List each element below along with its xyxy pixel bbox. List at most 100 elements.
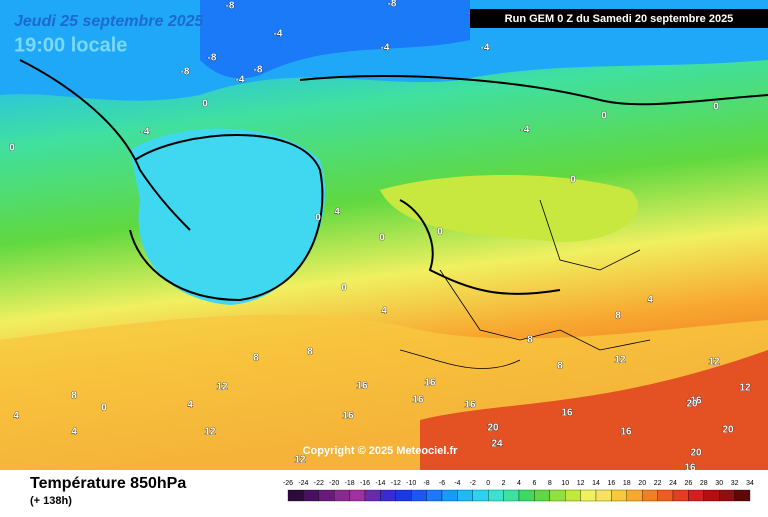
legend-tick-label: -22 — [314, 480, 324, 487]
legend-tick-label: 32 — [731, 480, 739, 487]
legend-swatch — [488, 489, 504, 502]
legend-swatch — [349, 489, 366, 502]
contour-label: -4 — [381, 43, 390, 54]
legend-tick-label: 4 — [517, 480, 521, 487]
legend-swatch — [426, 489, 443, 502]
warm-area — [380, 175, 638, 242]
legend: -26 -24 -22 -20 -18 -16 -14 -12 -10 -8 -6 -4 -2 0 2 4 6 8… — [283, 480, 754, 502]
contour-label: -8 — [388, 0, 397, 10]
field-title: Température 850hPa — [30, 475, 186, 492]
contour-label: 4 — [187, 400, 193, 411]
contour-label: 16 — [424, 378, 436, 389]
legend-swatch — [395, 489, 412, 502]
legend-tick-label: 0 — [486, 480, 490, 487]
contour-label: -4 — [141, 127, 150, 138]
copyright: Copyright © 2025 Meteociel.fr — [303, 445, 459, 457]
contour-label: -4 — [481, 43, 490, 54]
legend-tick-label: 6 — [532, 480, 536, 487]
legend-swatch — [580, 489, 597, 502]
legend-swatch — [565, 489, 581, 502]
contour-label: 12 — [216, 382, 228, 393]
legend-tick-label: 14 — [592, 480, 600, 487]
legend-tick-label: -18 — [345, 480, 355, 487]
legend-tick-label: 10 — [561, 480, 569, 487]
forecast-time: 19:00 locale — [14, 34, 127, 56]
legend-swatch — [626, 489, 643, 502]
contour-label: 0 — [202, 99, 208, 110]
legend-tick-label: 16 — [608, 480, 616, 487]
contour-label: 16 — [620, 427, 632, 438]
contour-label: 16 — [690, 396, 702, 407]
contour-label: 0 — [9, 143, 15, 154]
cold-pool — [130, 128, 326, 305]
contour-label: 20 — [722, 425, 734, 436]
legend-swatch — [549, 489, 566, 502]
legend-tick-label: 28 — [700, 480, 708, 487]
legend-swatch — [472, 489, 489, 502]
legend-swatch — [719, 489, 735, 502]
contour-label: 0 — [601, 111, 607, 122]
legend-swatch — [534, 489, 550, 502]
legend-swatch — [703, 489, 720, 502]
lead-time: (+ 138h) — [30, 495, 72, 507]
contour-label: -8 — [181, 67, 190, 78]
legend-swatch — [657, 489, 674, 502]
legend-swatch — [411, 489, 427, 502]
legend-tick-label: -6 — [439, 480, 445, 487]
contour-label: -4 — [521, 125, 530, 136]
legend-tick-label: 30 — [715, 480, 723, 487]
legend-swatch — [518, 489, 535, 502]
legend-swatch — [364, 489, 381, 502]
contour-label: 16 — [412, 395, 424, 406]
contour-label: 24 — [491, 439, 503, 450]
legend-swatch — [642, 489, 658, 502]
contour-label: 16 — [464, 400, 476, 411]
contour-label: -4 — [274, 29, 283, 40]
contour-label: 20 — [686, 399, 698, 410]
contour-label: 12 — [614, 355, 626, 366]
legend-tick-label: -12 — [391, 480, 401, 487]
contour-label: 0 — [379, 233, 385, 244]
contour-label: 12 — [739, 383, 751, 394]
legend-tick-label: 8 — [548, 480, 552, 487]
contour-label: 0 — [437, 227, 443, 238]
legend-tick-label: 26 — [685, 480, 693, 487]
legend-tick-label: -16 — [360, 480, 370, 487]
contour-label: 20 — [487, 423, 499, 434]
contour-label: 16 — [684, 463, 696, 474]
contour-label: 16 — [356, 381, 368, 392]
contour-label: 0 — [570, 175, 576, 186]
legend-swatch — [287, 489, 304, 502]
contour-label: 16 — [561, 408, 573, 419]
contour-label: 8 — [307, 347, 313, 358]
contour-label: 12 — [294, 455, 306, 466]
contour-label: 8 — [527, 335, 533, 346]
legend-tick-label: 34 — [746, 480, 754, 487]
borders — [399, 199, 651, 369]
legend-tick-label: -26 — [283, 480, 293, 487]
legend-swatch — [318, 489, 335, 502]
legend-swatch — [334, 489, 350, 502]
legend-swatch — [457, 489, 473, 502]
contour-label: 4 — [647, 295, 653, 306]
contour-label: 8 — [557, 361, 563, 372]
contour-label: 12 — [708, 357, 720, 368]
contour-label: 4 — [381, 306, 387, 317]
contour-label: 16 — [342, 411, 354, 422]
legend-tick-label: 18 — [623, 480, 631, 487]
contour-label: 8 — [71, 391, 77, 402]
legend-swatch — [303, 489, 319, 502]
run-box — [470, 9, 768, 28]
contour-label: 12 — [204, 427, 216, 438]
legend-tick-label: -10 — [406, 480, 416, 487]
legend-swatch — [688, 489, 704, 502]
contour-label: -8 — [208, 53, 217, 64]
contour-label: -8 — [226, 1, 235, 12]
legend-tick-label: 22 — [654, 480, 662, 487]
coastlines — [19, 59, 768, 302]
legend-tick-label: -2 — [470, 480, 476, 487]
legend-tick-label: 24 — [669, 480, 677, 487]
legend-swatch — [595, 489, 612, 502]
legend-tick-label: -20 — [329, 480, 339, 487]
